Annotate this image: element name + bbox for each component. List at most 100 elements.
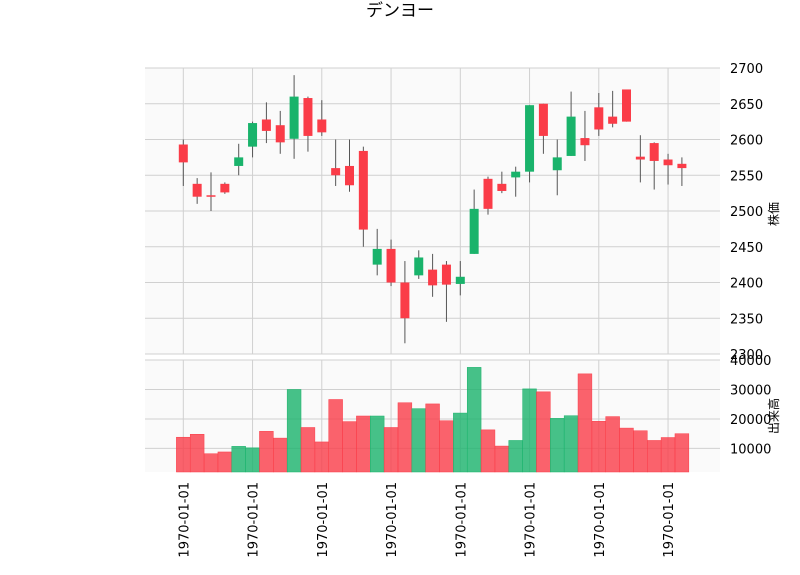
volume-bar	[522, 388, 537, 473]
volume-bar	[453, 412, 468, 473]
candle-body	[469, 208, 479, 254]
volume-bar	[245, 447, 260, 473]
candle-body	[414, 257, 424, 276]
volume-bar	[189, 434, 205, 473]
volume-bar	[439, 420, 454, 473]
volume-bar	[605, 416, 620, 473]
candle-body	[345, 165, 354, 186]
x-tick-label: 1970-01-01	[593, 482, 608, 558]
candle-body	[358, 150, 368, 230]
volume-bar	[273, 437, 288, 473]
volume-bar	[674, 433, 690, 473]
candle-body	[372, 248, 382, 265]
candle-body	[317, 119, 327, 133]
volume-axis-label: 出来高	[766, 398, 781, 434]
volume-bar	[494, 445, 510, 473]
volume-bar	[176, 436, 191, 473]
price-tick-label: 2600	[730, 134, 763, 149]
candle-body	[234, 157, 244, 166]
x-tick-label: 1970-01-01	[247, 482, 262, 558]
volume-bar	[647, 440, 662, 473]
volume-bar	[411, 408, 426, 473]
x-tick-label: 1970-01-01	[316, 482, 331, 558]
price-axis-label: 株価	[766, 202, 781, 226]
candle-body	[206, 195, 216, 197]
candle-body	[178, 144, 188, 163]
candle-body	[303, 98, 313, 136]
price-tick-label: 2400	[730, 277, 763, 292]
volume-bar	[300, 427, 316, 473]
candle-body	[580, 138, 590, 146]
price-tick-label: 2700	[730, 62, 763, 77]
x-tick-label: 1970-01-01	[177, 482, 192, 558]
x-tick-label: 1970-01-01	[454, 482, 469, 558]
volume-bar	[203, 453, 219, 473]
candle-body	[552, 157, 562, 171]
volume-bar	[577, 373, 593, 473]
volume-bar	[217, 451, 233, 473]
x-tick-label: 1970-01-01	[524, 482, 539, 558]
candle-body	[441, 264, 451, 285]
candle-body	[677, 163, 687, 169]
volume-bar	[660, 437, 676, 473]
volume-bar	[591, 421, 606, 473]
candle-body	[455, 276, 465, 284]
volume-bar	[619, 427, 634, 473]
volume-bar	[480, 429, 496, 473]
candle-body	[428, 269, 438, 286]
candle-body	[483, 178, 493, 209]
volume-bar	[633, 430, 648, 473]
candle-body	[386, 248, 396, 283]
price-tick-label: 2550	[730, 169, 763, 184]
volume-bar	[550, 418, 565, 473]
candle-body	[649, 143, 659, 161]
volume-bar	[466, 367, 482, 473]
volume-bar	[231, 446, 246, 473]
candle-body	[663, 159, 673, 166]
volume-bar	[342, 421, 357, 473]
volume-tick-label: 10000	[730, 442, 771, 457]
x-tick-label: 1970-01-01	[662, 482, 677, 558]
candle-body	[192, 183, 202, 197]
volume-bar	[425, 403, 440, 473]
volume-bar	[286, 389, 302, 473]
volume-bar	[356, 415, 371, 473]
candle-body	[289, 96, 299, 139]
price-tick-label: 2650	[730, 98, 763, 113]
candle-body	[275, 125, 285, 143]
candle-body	[594, 107, 604, 130]
candle-body	[511, 171, 521, 178]
candle-body	[635, 156, 645, 160]
candle-body	[497, 183, 507, 191]
volume-bar	[508, 440, 523, 473]
volume-tick-label: 40000	[730, 354, 771, 369]
price-tick-label: 2500	[730, 205, 763, 220]
price-tick-label: 2350	[730, 312, 763, 327]
candle-body	[608, 116, 618, 124]
volume-tick-label: 20000	[730, 413, 771, 428]
chart-title: デンヨー	[366, 0, 434, 21]
candle-body	[331, 168, 341, 176]
volume-bar	[370, 415, 385, 473]
candle-body	[220, 183, 230, 193]
volume-bar	[314, 441, 329, 473]
volume-bar	[397, 402, 413, 473]
volume-panel: 10000 20000 30000 40000	[145, 354, 771, 473]
candle-body	[525, 105, 535, 172]
candle-body	[538, 103, 548, 136]
volume-bar	[536, 391, 551, 473]
candle-body	[248, 123, 258, 147]
candle-body	[566, 116, 576, 156]
x-axis: 1970-01-01 1970-01-01 1970-01-01 1970-01-01…	[177, 482, 677, 558]
volume-bar	[563, 415, 579, 473]
volume-bar	[383, 427, 399, 473]
candle-body	[622, 89, 631, 122]
candle-body	[261, 119, 271, 131]
volume-bar	[328, 399, 343, 473]
price-tick-label: 2450	[730, 241, 763, 256]
price-panel: 2300 2350 2400 2450 2500 2550 2600 2650 2700	[145, 62, 763, 363]
volume-bar	[259, 431, 274, 473]
price-tick-label: 2300	[730, 348, 763, 363]
